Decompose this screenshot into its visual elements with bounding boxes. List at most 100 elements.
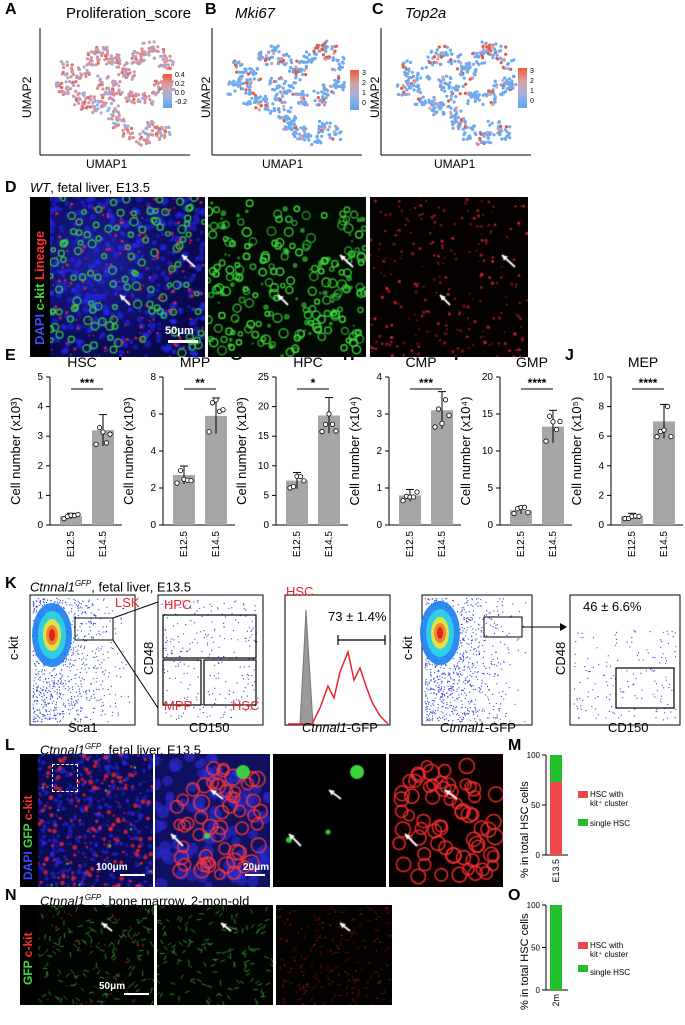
flow-event	[64, 688, 66, 690]
flow-event	[103, 695, 105, 697]
legend-tick: 2	[362, 80, 366, 87]
umap-point	[293, 130, 297, 134]
umap-point	[491, 53, 495, 57]
umap-point	[305, 103, 309, 107]
umap-point	[315, 135, 319, 139]
flow-event	[72, 707, 74, 709]
flow-event	[433, 704, 435, 706]
umap-point	[304, 135, 308, 139]
flow-event	[33, 716, 35, 718]
scale-bar-d	[168, 340, 198, 343]
flow-event	[218, 646, 220, 648]
flow-event	[63, 685, 65, 687]
umap-point	[405, 59, 409, 63]
flow-event	[45, 704, 47, 706]
umap-point	[488, 141, 493, 145]
flow-event	[224, 616, 227, 618]
flow-event	[80, 630, 83, 632]
umap-point	[467, 93, 471, 97]
flow-event	[508, 652, 510, 654]
flow-event	[222, 716, 224, 718]
flow-event	[465, 621, 468, 623]
flow-event	[120, 618, 123, 620]
flow-event	[470, 620, 472, 622]
bar-y-ticklabel: 0	[376, 520, 382, 531]
umap-point	[303, 138, 307, 142]
umap-point	[448, 75, 452, 80]
k-hsc-label: HSC	[232, 698, 260, 713]
umap-point	[297, 101, 301, 105]
flow-event	[253, 639, 255, 641]
umap-point	[341, 61, 345, 65]
umap-point	[403, 73, 407, 77]
flow-event	[64, 661, 66, 663]
flow-event	[55, 708, 57, 711]
flow-event	[461, 661, 464, 663]
flow-event	[427, 719, 429, 721]
flow-event	[165, 647, 167, 649]
flow-event	[97, 667, 99, 669]
flow-event	[452, 600, 455, 602]
flow-event	[441, 701, 443, 703]
flow-event	[88, 667, 90, 669]
flow-event	[168, 602, 170, 604]
flow-event	[166, 690, 168, 692]
flow-event	[223, 637, 225, 639]
flow-event	[81, 653, 83, 655]
flow-event	[474, 718, 476, 720]
flow-event	[480, 599, 482, 601]
umap-point	[281, 61, 285, 65]
flow-event	[431, 719, 434, 721]
hsc-gate-2	[615, 667, 675, 709]
flow-event	[257, 697, 259, 699]
flow-event	[479, 692, 481, 694]
flow-event	[122, 651, 124, 653]
flow-event	[441, 673, 443, 675]
flow-event	[76, 710, 78, 712]
flow-event	[85, 690, 87, 692]
flow-event	[430, 687, 432, 689]
umap-point	[248, 92, 252, 96]
umap-point	[263, 98, 267, 102]
flow-event	[459, 658, 461, 660]
flow-event	[199, 607, 201, 609]
umap-point	[100, 80, 104, 85]
flow-event	[425, 694, 427, 696]
flow-event	[71, 623, 73, 626]
flow-event	[164, 702, 166, 704]
flow-event	[469, 619, 471, 621]
flow-event	[56, 597, 58, 599]
umap-point	[268, 82, 272, 86]
flow-event	[107, 688, 109, 691]
flow-event	[667, 642, 670, 644]
umap-point	[507, 67, 511, 71]
umap-point	[248, 77, 252, 81]
flow-event	[78, 607, 80, 609]
umap-point	[431, 63, 435, 67]
flow-event	[668, 687, 670, 689]
flow-event	[74, 599, 77, 601]
flow-event	[461, 611, 463, 613]
flow-event	[429, 708, 431, 710]
flow-event	[649, 631, 651, 633]
flow-event	[72, 652, 74, 654]
micrograph-n-merge	[38, 905, 154, 1005]
flow-event	[463, 658, 465, 660]
flow-event	[102, 631, 104, 633]
umap-point	[488, 123, 492, 127]
flow-event	[509, 720, 511, 722]
flow-event	[424, 682, 426, 684]
flow-event	[85, 691, 87, 693]
flow-event	[60, 673, 62, 675]
flow-event	[430, 688, 432, 690]
flow-event	[488, 617, 490, 619]
side-dapi: DAPI	[21, 851, 35, 880]
flow-event	[245, 609, 247, 611]
flow-event	[610, 677, 612, 679]
flow-event	[49, 691, 51, 693]
flow-event	[469, 674, 471, 676]
flow-event	[86, 664, 88, 666]
umap-point	[162, 65, 166, 69]
flow-event	[448, 672, 450, 674]
flow-event	[214, 687, 216, 689]
